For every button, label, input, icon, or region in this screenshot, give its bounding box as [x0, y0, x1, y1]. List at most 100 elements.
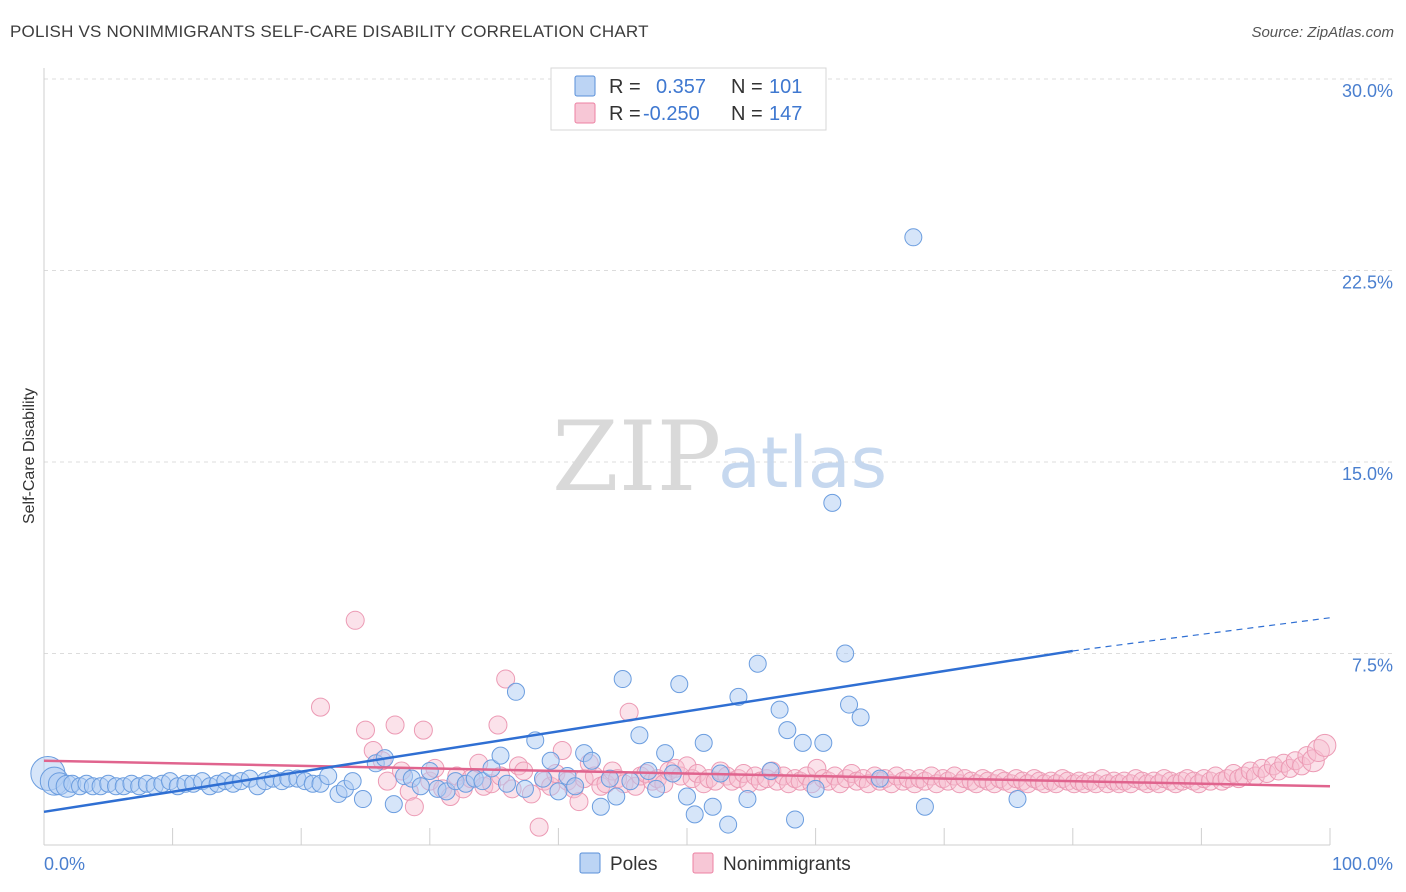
nonimmigrants-point: [1240, 761, 1260, 781]
poles-point: [647, 779, 666, 798]
poles-point: [343, 772, 362, 791]
nonimmigrants-point: [377, 771, 397, 791]
nonimmigrants-point: [1172, 771, 1192, 791]
bottom-legend-nonimmigrants: Nonimmigrants: [723, 854, 851, 875]
poles-point: [497, 774, 516, 793]
nonimmigrants-point: [1064, 774, 1084, 794]
nonimmigrants-point: [488, 715, 508, 735]
poles-trend-line: [43, 649, 1073, 814]
poles-point: [613, 670, 632, 689]
poles-point: [770, 700, 789, 719]
poles-point: [420, 761, 439, 780]
nonimmigrants-point: [1257, 764, 1277, 784]
poles-point: [703, 797, 722, 816]
poles-point: [566, 777, 585, 796]
legend-r-label-poles: R =: [609, 76, 641, 98]
poles-point: [411, 777, 430, 796]
nonimmigrants-point: [1212, 771, 1232, 791]
y-tick-label-1: 22.5%: [1342, 273, 1393, 293]
poles-point: [591, 797, 610, 816]
poles-point: [761, 761, 780, 780]
poles-point: [814, 733, 833, 752]
watermark: ZIP atlas: [552, 401, 887, 513]
x-tick-label-0: 0.0%: [44, 854, 85, 874]
legend-swatch-poles: [574, 75, 596, 97]
poles-point: [670, 675, 689, 694]
nonimmigrants-point: [496, 669, 516, 689]
nonimmigrants-point: [807, 758, 827, 778]
nonimmigrants-point: [677, 756, 697, 776]
bottom-legend: Poles Nonimmigrants: [579, 852, 851, 875]
poles-point: [533, 769, 552, 788]
poles-point: [851, 708, 870, 727]
nonimmigrants-point: [1229, 769, 1249, 789]
x-tick-label-1: 100.0%: [1332, 854, 1393, 874]
nonimmigrants-point: [552, 741, 572, 761]
poles-point: [549, 782, 568, 801]
y-axis-label: Self-Care Disability: [21, 388, 38, 524]
y-tick-label-3: 7.5%: [1352, 656, 1393, 676]
nonimmigrants-point: [1285, 751, 1305, 771]
nonimmigrants-point: [413, 720, 433, 740]
poles-point: [694, 733, 713, 752]
watermark-zip: ZIP: [552, 401, 721, 513]
poles-point: [319, 767, 338, 786]
nonimmigrants-point: [345, 610, 365, 630]
poles-point: [729, 687, 748, 706]
watermark-atlas: atlas: [718, 422, 887, 504]
poles-point: [515, 779, 534, 798]
poles-point: [915, 797, 934, 816]
nonimmigrants-point: [1252, 758, 1272, 778]
legend-r-label-nonimmigrants: R =: [609, 103, 641, 125]
nonimmigrants-point: [310, 697, 330, 717]
trend-lines: [43, 617, 1331, 814]
legend-n-label-nonimmigrants: N =: [731, 103, 763, 125]
nonimmigrants-trend-line: [43, 759, 1331, 788]
nonimmigrants-point: [569, 792, 589, 812]
bottom-legend-poles: Poles: [610, 854, 658, 875]
poles-point: [678, 787, 696, 806]
poles-trend-extension: [1072, 617, 1331, 652]
poles-point: [748, 654, 767, 673]
nonimmigrants-point: [356, 720, 375, 740]
y-tick-labels: 30.0% 22.5% 15.0% 7.5%: [1342, 81, 1393, 676]
nonimmigrants-point: [961, 771, 981, 791]
poles-point: [491, 746, 510, 765]
bottom-legend-swatch-nonimmigrants: [692, 852, 714, 874]
legend: R = 0.357 N = 101 R = -0.250 N = 147: [550, 67, 827, 131]
poles-point: [621, 772, 640, 791]
poles-point: [600, 769, 619, 788]
legend-box: [550, 67, 827, 131]
poles-point: [1008, 790, 1027, 809]
nonimmigrants-point: [1053, 769, 1073, 789]
nonimmigrants-point: [1024, 769, 1044, 789]
poles-point: [840, 695, 859, 714]
nonimmigrants-points: [310, 610, 1337, 837]
nonimmigrants-point: [1200, 771, 1220, 791]
poles-point: [823, 493, 842, 512]
legend-r-value-poles: 0.357: [656, 76, 706, 98]
nonimmigrants-point: [938, 771, 958, 791]
legend-n-value-poles: 101: [769, 76, 802, 98]
axes: [43, 68, 1331, 846]
nonimmigrants-point: [1313, 733, 1337, 757]
poles-point: [541, 751, 560, 770]
source-label: Source: ZipAtlas.com: [1251, 24, 1394, 41]
poles-point: [786, 810, 805, 829]
nonimmigrants-point: [385, 715, 405, 735]
bottom-legend-swatch-poles: [579, 852, 601, 874]
legend-n-label-poles: N =: [731, 76, 763, 98]
legend-n-value-nonimmigrants: 147: [769, 103, 802, 125]
poles-point: [904, 228, 923, 247]
poles-point: [353, 790, 372, 809]
y-tick-label-0: 30.0%: [1342, 81, 1393, 101]
poles-point: [639, 761, 658, 780]
nonimmigrants-point: [404, 797, 424, 817]
poles-point: [656, 744, 675, 763]
poles-point: [473, 772, 492, 791]
poles-point: [778, 721, 797, 740]
poles-point: [719, 815, 738, 834]
poles-point: [384, 795, 403, 814]
nonimmigrants-point: [1161, 771, 1181, 791]
